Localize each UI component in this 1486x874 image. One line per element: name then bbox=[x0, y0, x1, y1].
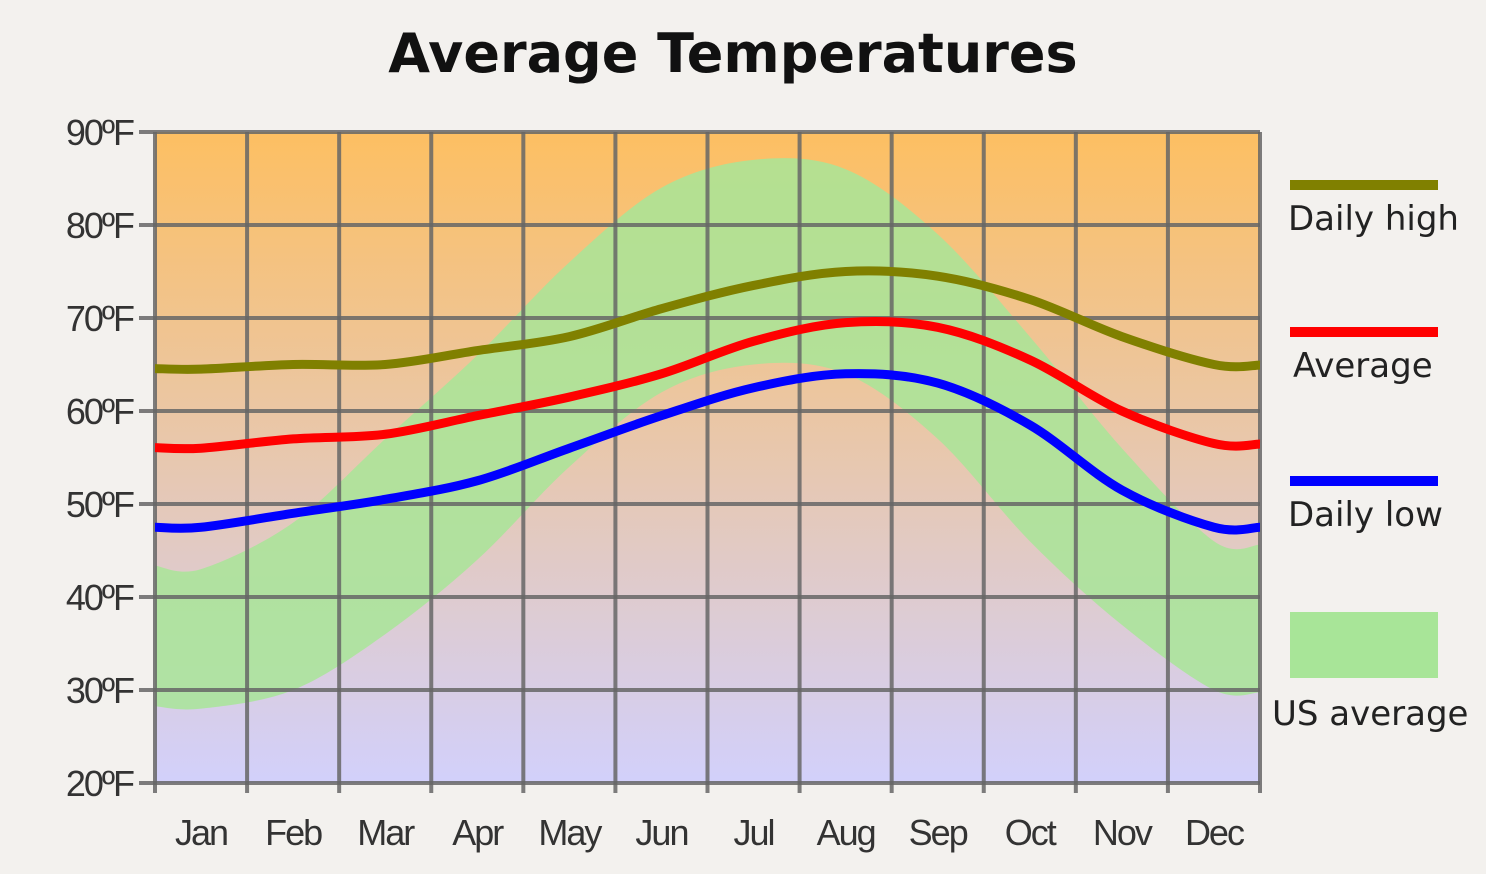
x-tick-label: Dec bbox=[1185, 812, 1245, 853]
chart-title: Average Temperatures bbox=[388, 22, 1077, 85]
x-tick-label: Jul bbox=[734, 812, 774, 853]
series-line-average bbox=[154, 316, 1261, 454]
legend-label: Daily high bbox=[1288, 199, 1459, 239]
x-tick-label: Aug bbox=[817, 812, 875, 853]
x-axis: Jan Feb Mar Apr May Jun Jul Aug Sep Oct Nov Dec bbox=[175, 812, 1247, 853]
x-tick-label: Mar bbox=[357, 812, 415, 853]
y-tick-label: 60ºF bbox=[66, 391, 134, 432]
x-tick-label: Oct bbox=[1005, 812, 1057, 853]
legend: Daily high Average Daily low US average bbox=[1272, 180, 1468, 734]
y-tick-label: 90ºF bbox=[66, 112, 134, 153]
series-line-daily-high bbox=[154, 266, 1261, 374]
x-tick-label: Nov bbox=[1093, 812, 1153, 853]
x-tick-label: Jun bbox=[635, 812, 687, 853]
y-tick-label: 50ºF bbox=[66, 484, 134, 525]
y-tick-label: 40ºF bbox=[66, 577, 134, 618]
series-lines bbox=[154, 266, 1261, 535]
y-tick-label: 30ºF bbox=[66, 670, 134, 711]
y-axis: 20ºF 30ºF 40ºF 50ºF 60ºF 70ºF 80ºF 90ºF bbox=[66, 112, 136, 804]
y-tick-label: 20ºF bbox=[66, 763, 134, 804]
x-tick-label: Apr bbox=[452, 812, 504, 853]
grid bbox=[139, 130, 1262, 793]
y-tick-label: 70ºF bbox=[66, 298, 134, 339]
legend-label: Daily low bbox=[1288, 495, 1443, 535]
legend-swatch bbox=[1290, 612, 1438, 678]
x-tick-label: Feb bbox=[265, 812, 322, 853]
x-tick-label: Jan bbox=[175, 812, 227, 853]
x-tick-label: May bbox=[538, 812, 602, 853]
series-line-daily-low bbox=[154, 369, 1261, 535]
legend-label: Average bbox=[1293, 346, 1433, 386]
legend-label: US average bbox=[1272, 694, 1468, 734]
x-tick-label: Sep bbox=[909, 812, 968, 853]
y-tick-label: 80ºF bbox=[66, 205, 134, 246]
